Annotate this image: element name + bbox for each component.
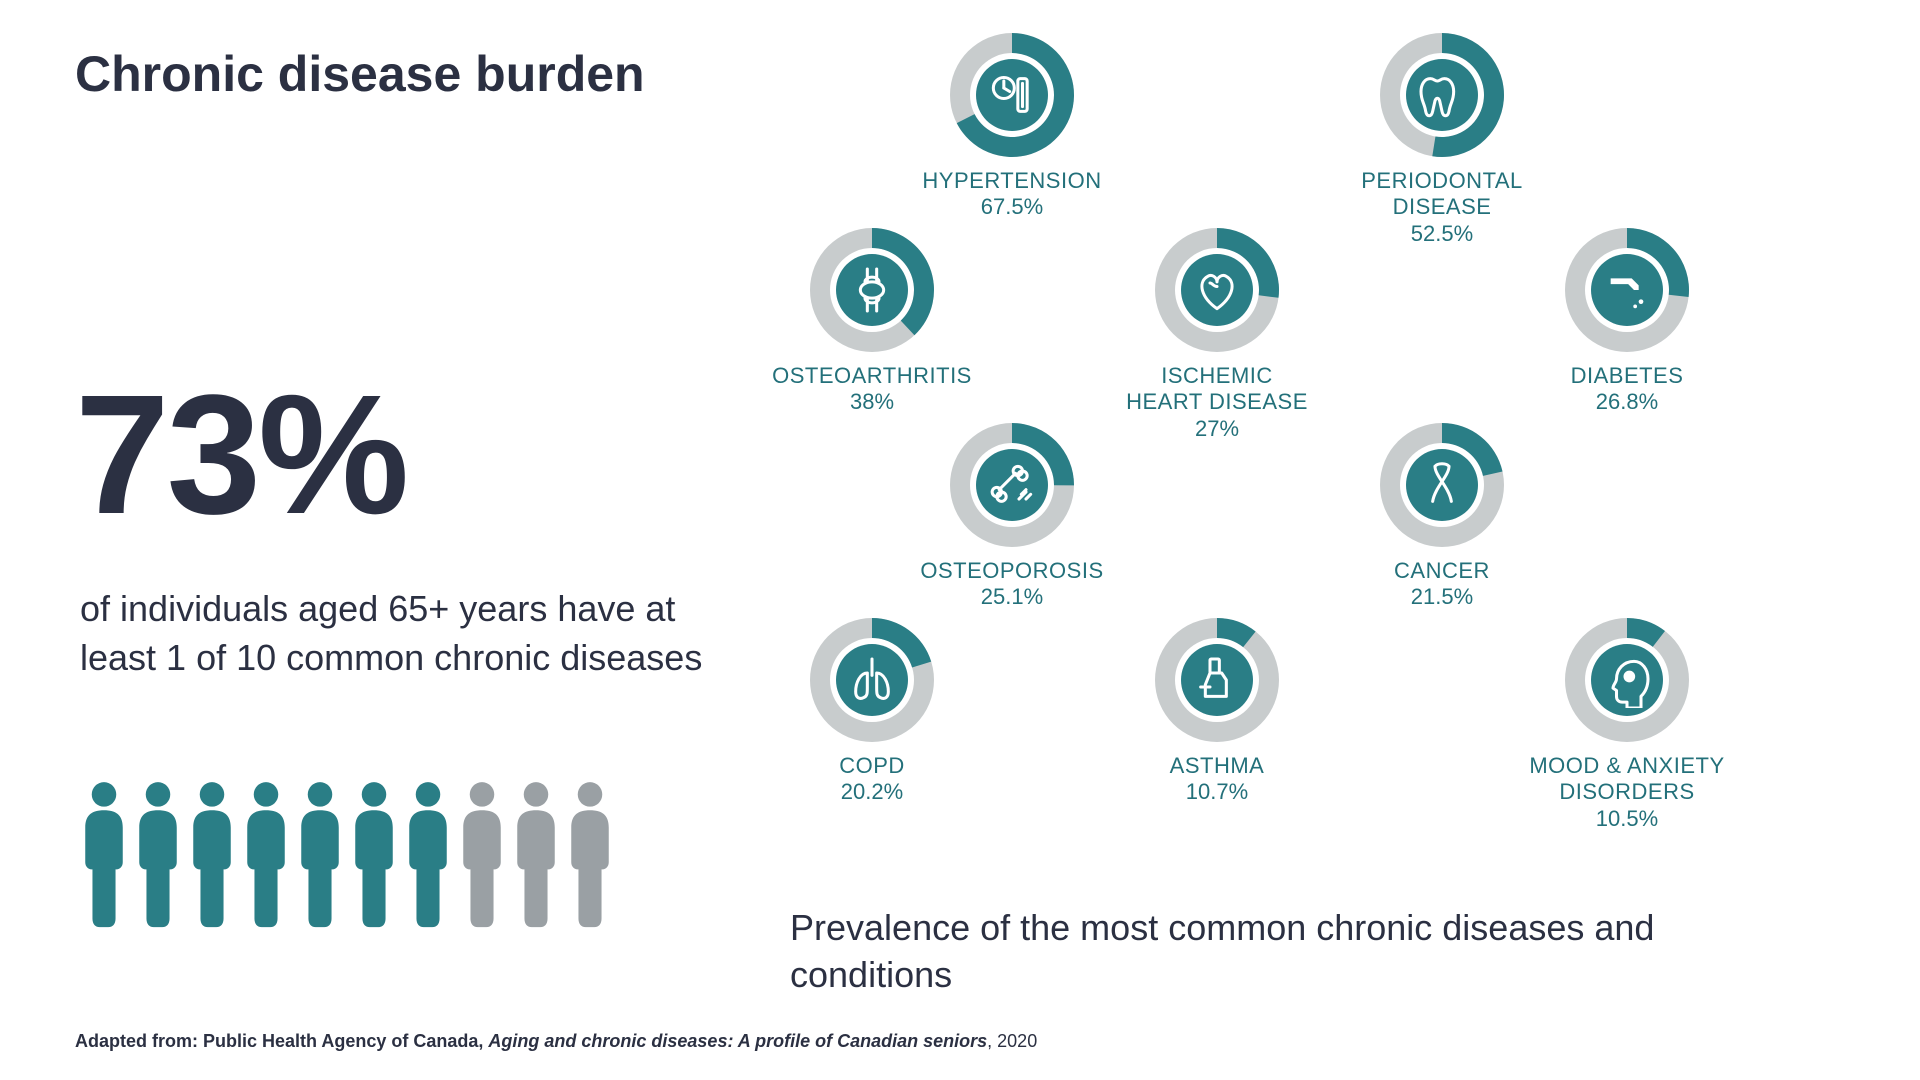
lungs-icon <box>838 646 906 714</box>
disease-label: OSTEOARTHRITIS <box>750 363 994 389</box>
person-icon <box>291 780 349 935</box>
donut-chart <box>807 225 937 355</box>
disease-label: CANCER <box>1320 558 1564 584</box>
bone-icon <box>978 451 1046 519</box>
person-icon <box>507 780 565 935</box>
disease-percent: 10.7% <box>1095 779 1339 805</box>
disease-percent: 20.2% <box>750 779 994 805</box>
disease-percent: 21.5% <box>1320 584 1564 610</box>
headline-text: of individuals aged 65+ years have at le… <box>80 585 720 682</box>
donut-chart <box>1152 225 1282 355</box>
page-title: Chronic disease burden <box>75 45 645 103</box>
donut-chart <box>1562 225 1692 355</box>
disease-percent: 67.5% <box>890 194 1134 220</box>
person-icon <box>237 780 295 935</box>
person-icon <box>183 780 241 935</box>
person-icon <box>345 780 403 935</box>
disease-label: PERIODONTAL DISEASE <box>1320 168 1564 221</box>
people-pictogram <box>75 780 615 935</box>
source-prefix: Adapted from: Public Health Agency of Ca… <box>75 1031 488 1051</box>
disease-label: DIABETES <box>1505 363 1749 389</box>
disease-ischemic: ISCHEMIC HEART DISEASE27% <box>1095 225 1339 442</box>
disease-mood: MOOD & ANXIETY DISORDERS10.5% <box>1505 615 1749 832</box>
ribbon-icon <box>1408 451 1476 519</box>
person-icon <box>75 780 133 935</box>
disease-percent: 38% <box>750 389 994 415</box>
inhaler-icon <box>1183 646 1251 714</box>
head-icon <box>1593 646 1661 714</box>
donut-chart <box>1377 30 1507 160</box>
disease-label: COPD <box>750 753 994 779</box>
disease-osteoarthritis: OSTEOARTHRITIS38% <box>750 225 994 415</box>
person-icon <box>453 780 511 935</box>
donut-chart <box>1377 420 1507 550</box>
disease-cluster: HYPERTENSION67.5% PERIODONTAL DISEASE52.… <box>760 30 1900 890</box>
heart-icon <box>1183 256 1251 324</box>
disease-label: ASTHMA <box>1095 753 1339 779</box>
disease-hypertension: HYPERTENSION67.5% <box>890 30 1134 220</box>
donut-chart <box>1152 615 1282 745</box>
disease-osteoporosis: OSTEOPOROSIS25.1% <box>890 420 1134 610</box>
donut-chart <box>947 30 1077 160</box>
joint-icon <box>838 256 906 324</box>
bp-icon <box>978 61 1046 129</box>
source-citation: Adapted from: Public Health Agency of Ca… <box>75 1031 1037 1052</box>
disease-label: HYPERTENSION <box>890 168 1134 194</box>
person-icon <box>129 780 187 935</box>
headline-percent: 73% <box>75 370 406 540</box>
disease-diabetes: DIABETES26.8% <box>1505 225 1749 415</box>
source-title: Aging and chronic diseases: A profile of… <box>488 1031 987 1051</box>
disease-cancer: CANCER21.5% <box>1320 420 1564 610</box>
tooth-icon <box>1408 61 1476 129</box>
source-year: , 2020 <box>987 1031 1037 1051</box>
disease-label: MOOD & ANXIETY DISORDERS <box>1505 753 1749 806</box>
disease-label: OSTEOPOROSIS <box>890 558 1134 584</box>
disease-percent: 26.8% <box>1505 389 1749 415</box>
disease-periodontal: PERIODONTAL DISEASE52.5% <box>1320 30 1564 247</box>
blood-icon <box>1593 256 1661 324</box>
donut-chart <box>1562 615 1692 745</box>
disease-percent: 10.5% <box>1505 806 1749 832</box>
disease-percent: 25.1% <box>890 584 1134 610</box>
donut-chart <box>807 615 937 745</box>
disease-asthma: ASTHMA10.7% <box>1095 615 1339 805</box>
disease-copd: COPD20.2% <box>750 615 994 805</box>
person-icon <box>561 780 619 935</box>
disease-label: ISCHEMIC HEART DISEASE <box>1095 363 1339 416</box>
donut-chart <box>947 420 1077 550</box>
cluster-caption: Prevalence of the most common chronic di… <box>790 905 1690 999</box>
person-icon <box>399 780 457 935</box>
